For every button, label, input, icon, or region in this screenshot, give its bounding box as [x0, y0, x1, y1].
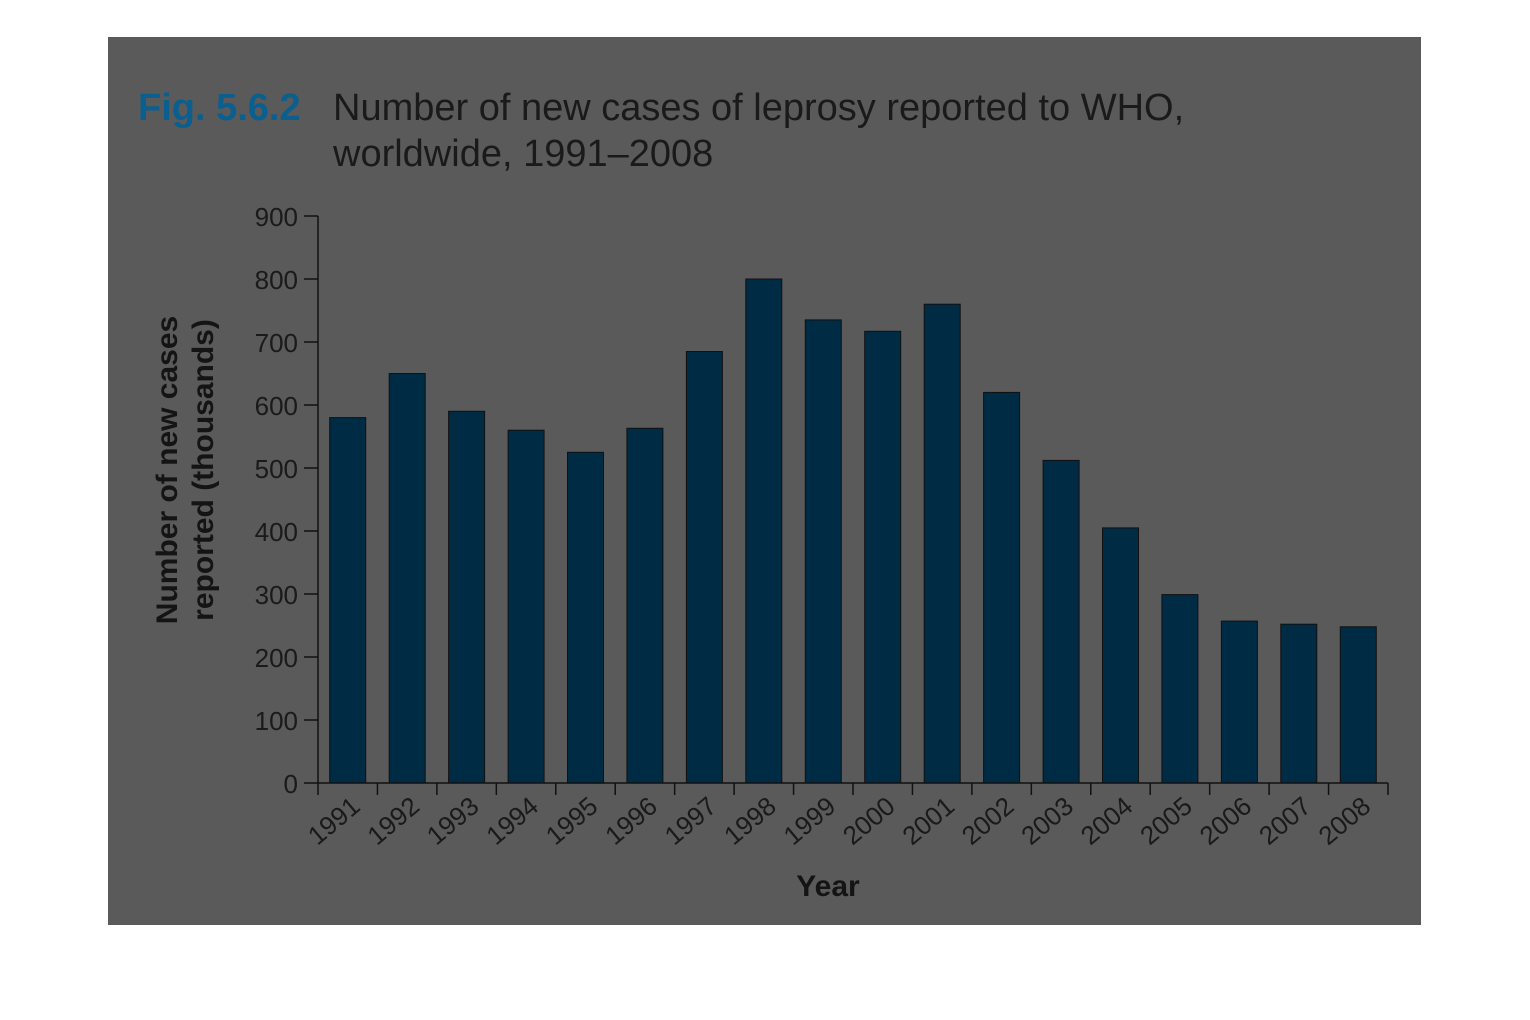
bar-1998 — [745, 278, 783, 784]
bars-group — [329, 278, 1377, 784]
bar-2005 — [1161, 594, 1199, 784]
bar-2008 — [1339, 626, 1377, 784]
x-ticks-group: 1991199219931994199519961997199819992000… — [302, 783, 1389, 851]
figure-label: Fig. 5.6.2 — [138, 87, 301, 129]
bar-1991 — [329, 417, 367, 784]
y-tick-label-500: 500 — [255, 454, 298, 484]
bar-2006 — [1220, 620, 1258, 784]
x-tick-label-2000: 2000 — [837, 791, 901, 851]
x-tick-label-1993: 1993 — [421, 791, 485, 851]
y-tick-label-900: 900 — [255, 202, 298, 232]
bar-2004 — [1102, 527, 1139, 784]
bar-1995 — [567, 451, 604, 784]
x-tick-label-1999: 1999 — [778, 791, 842, 851]
figure-title-line-1: Number of new cases of leprosy reported … — [333, 87, 1184, 129]
x-tick-label-1992: 1992 — [361, 791, 425, 851]
y-tick-label-600: 600 — [255, 391, 298, 421]
x-tick-label-2006: 2006 — [1194, 791, 1258, 851]
x-tick-label-1991: 1991 — [302, 791, 366, 851]
x-tick-label-2004: 2004 — [1075, 791, 1139, 851]
bar-2007 — [1280, 623, 1318, 784]
x-tick-label-2005: 2005 — [1134, 791, 1198, 851]
bar-2000 — [864, 330, 902, 784]
y-axis-title-line-2: reported (thousands) — [187, 319, 220, 621]
y-axis-title: Number of new cases reported (thousands) — [151, 316, 220, 624]
y-tick-label-300: 300 — [255, 580, 298, 610]
y-tick-label-400: 400 — [255, 517, 298, 547]
x-tick-label-1994: 1994 — [480, 791, 544, 851]
y-tick-label-200: 200 — [255, 643, 298, 673]
x-tick-label-1996: 1996 — [599, 791, 663, 851]
x-tick-label-2001: 2001 — [896, 791, 960, 851]
x-tick-label-2003: 2003 — [1015, 791, 1079, 851]
bar-1997 — [685, 351, 723, 784]
bar-1996 — [626, 427, 664, 784]
x-tick-label-2002: 2002 — [956, 791, 1020, 851]
y-tick-label-100: 100 — [255, 706, 298, 736]
y-tick-label-800: 800 — [255, 265, 298, 295]
bar-1994 — [507, 429, 545, 784]
x-tick-label-1997: 1997 — [659, 791, 723, 851]
bar-2003 — [1042, 459, 1080, 784]
bar-1992 — [388, 373, 426, 784]
y-ticks-group: 0 100 200 300 400 500 600 700 800 900 — [255, 202, 318, 799]
x-tick-label-1995: 1995 — [540, 791, 604, 851]
bar-2002 — [983, 391, 1021, 784]
bar-1993 — [448, 410, 486, 784]
x-tick-label-2007: 2007 — [1253, 791, 1317, 851]
bar-2001 — [923, 303, 961, 784]
y-axis-title-line-1: Number of new cases — [151, 316, 184, 624]
x-tick-label-2008: 2008 — [1313, 791, 1377, 851]
y-tick-label-0: 0 — [284, 769, 298, 799]
x-axis-title: Year — [796, 870, 860, 903]
bar-1999 — [804, 319, 842, 784]
y-tick-label-700: 700 — [255, 328, 298, 358]
figure-title-line-2: worldwide, 1991–2008 — [332, 133, 713, 175]
x-tick-label-1998: 1998 — [718, 791, 782, 851]
